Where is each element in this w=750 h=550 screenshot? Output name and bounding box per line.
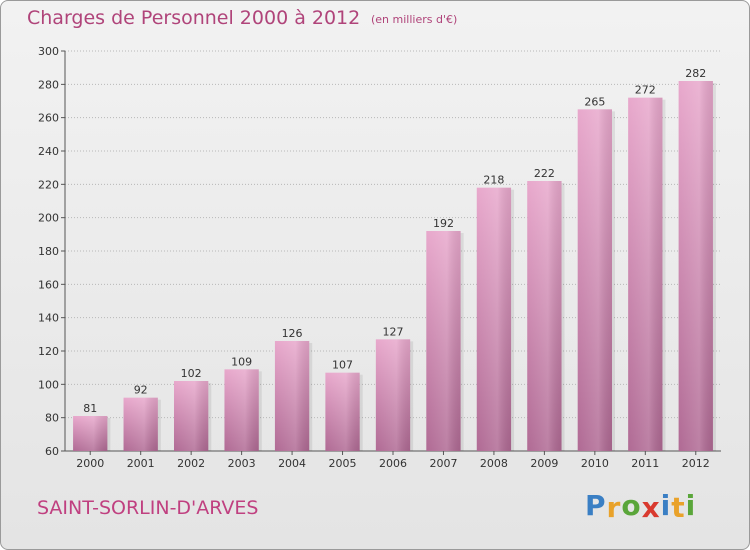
- x-tick-label: 2005: [329, 457, 357, 470]
- value-label: 282: [685, 67, 706, 80]
- x-tick-label: 2006: [379, 457, 407, 470]
- x-tick-label: 2012: [682, 457, 710, 470]
- logo-letter: o: [621, 489, 642, 522]
- value-label: 218: [483, 174, 504, 187]
- bar-shine: [375, 339, 411, 451]
- bar-shine: [527, 181, 562, 451]
- x-tick-label: 2010: [581, 457, 609, 470]
- value-label: 126: [282, 327, 303, 340]
- commune-name: SAINT-SORLIN-D'ARVES: [37, 497, 259, 519]
- x-tick-label: 2009: [530, 457, 558, 470]
- value-label: 272: [635, 84, 656, 97]
- x-tick-label: 2007: [429, 457, 457, 470]
- x-tick-label: 2003: [228, 457, 256, 470]
- logo-letter: r: [606, 491, 622, 524]
- bar-shine: [73, 416, 108, 451]
- value-label: 102: [181, 367, 202, 380]
- bar-shine: [274, 341, 310, 451]
- labels: 60 80 100 120 140 160 180 200 220 240 260 280 300 200…: [38, 45, 710, 470]
- y-tick-label: 120: [38, 345, 59, 358]
- value-label: 222: [534, 167, 555, 180]
- y-tick-label: 220: [38, 178, 59, 191]
- value-label: 192: [433, 217, 454, 230]
- bar-shine: [123, 397, 158, 451]
- bar-shine: [476, 187, 512, 451]
- x-tick-label: 2008: [480, 457, 508, 470]
- y-tick-label: 200: [38, 212, 59, 225]
- proxiti-logo[interactable]: Proxiti: [585, 489, 697, 524]
- x-tick-label: 2000: [76, 457, 104, 470]
- y-tick-label: 140: [38, 312, 59, 325]
- logo-letter: x: [641, 491, 661, 524]
- x-tick-label: 2011: [631, 457, 659, 470]
- bar-shine: [173, 381, 209, 451]
- bar-shine: [426, 231, 461, 451]
- x-tick-label: 2001: [127, 457, 155, 470]
- value-label: 92: [134, 384, 148, 397]
- value-label: 109: [231, 355, 252, 368]
- y-tick-label: 160: [38, 278, 59, 291]
- x-tick-label: 2002: [177, 457, 205, 470]
- chart-title: Charges de Personnel 2000 à 2012: [27, 7, 361, 29]
- y-tick-label: 80: [45, 412, 59, 425]
- logo-letter: P: [585, 489, 607, 522]
- value-label: 127: [383, 325, 404, 338]
- bar-shine: [678, 81, 713, 451]
- value-label: 81: [83, 402, 97, 415]
- bar-shine: [628, 97, 663, 452]
- y-tick-label: 280: [38, 78, 59, 91]
- x-tick-label: 2004: [278, 457, 306, 470]
- value-label: 107: [332, 359, 353, 372]
- y-tick-label: 260: [38, 112, 59, 125]
- bar-shine: [224, 369, 259, 451]
- logo-letter: t: [671, 491, 686, 524]
- y-tick-label: 180: [38, 245, 59, 258]
- y-tick-label: 100: [38, 378, 59, 391]
- chart-subtitle: (en milliers d'€): [371, 13, 458, 26]
- logo-letter: i: [660, 489, 672, 522]
- y-tick-label: 240: [38, 145, 59, 158]
- value-label: 265: [584, 95, 605, 108]
- logo-letter: i: [685, 489, 697, 522]
- bar-shine: [325, 372, 360, 451]
- bars: [73, 81, 716, 452]
- y-tick-label: 300: [38, 45, 59, 58]
- y-tick-label: 60: [45, 445, 59, 458]
- bar-shine: [577, 109, 613, 451]
